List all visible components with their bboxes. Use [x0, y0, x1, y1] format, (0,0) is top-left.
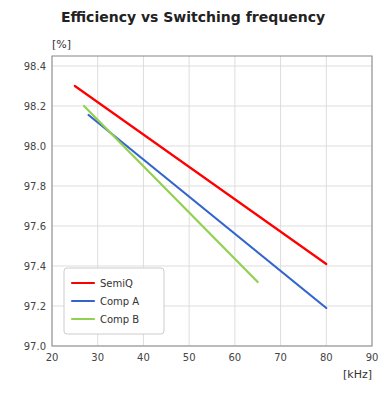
y-tick-label: 98.0 [24, 141, 46, 152]
x-tick-label: 50 [183, 352, 196, 363]
legend-box [64, 268, 164, 334]
x-tick-label: 20 [46, 352, 59, 363]
chart: Efficiency vs Switching frequency 97.0 97.… [0, 0, 386, 400]
y-tick-label: 97.6 [24, 221, 46, 232]
legend-swatch [72, 282, 94, 284]
grid-line [280, 56, 281, 346]
y-tick-label: 97.4 [24, 261, 46, 272]
series-line [75, 86, 326, 264]
grid-line [52, 106, 372, 107]
grid-line [52, 226, 372, 227]
legend-label: Comp A [100, 296, 139, 307]
grid-line [52, 146, 372, 147]
grid-line [189, 56, 190, 346]
y-axis-label: [%] [52, 38, 71, 51]
grid-line [326, 56, 327, 346]
grid-line [52, 266, 372, 267]
x-tick-label: 70 [274, 352, 287, 363]
background [0, 0, 386, 400]
x-tick-label: 40 [137, 352, 150, 363]
y-tick-label: 98.4 [24, 61, 46, 72]
grid-line [234, 56, 235, 346]
legend: SemiQ Comp A Comp B [64, 268, 164, 334]
y-tick-label: 97.2 [24, 301, 46, 312]
plot-frame [52, 56, 372, 346]
x-tick-label: 30 [91, 352, 104, 363]
y-tick-label: 97.0 [24, 341, 46, 352]
x-tick-label: 80 [320, 352, 333, 363]
series-line [84, 106, 258, 282]
grid [52, 56, 372, 346]
x-tick-label: 60 [228, 352, 241, 363]
title: Efficiency vs Switching frequency [61, 9, 325, 25]
legend-swatch [72, 300, 94, 302]
legend-label: Comp B [100, 314, 139, 325]
grid-line [52, 186, 372, 187]
y-tick-label: 98.2 [24, 101, 46, 112]
grid-line [52, 66, 372, 67]
series-line [89, 115, 327, 308]
legend-label: SemiQ [100, 278, 133, 289]
legend-swatch [72, 318, 94, 320]
y-tick-label: 97.8 [24, 181, 46, 192]
x-axis-label: [kHz] [343, 368, 372, 381]
x-tick-label: 90 [366, 352, 379, 363]
